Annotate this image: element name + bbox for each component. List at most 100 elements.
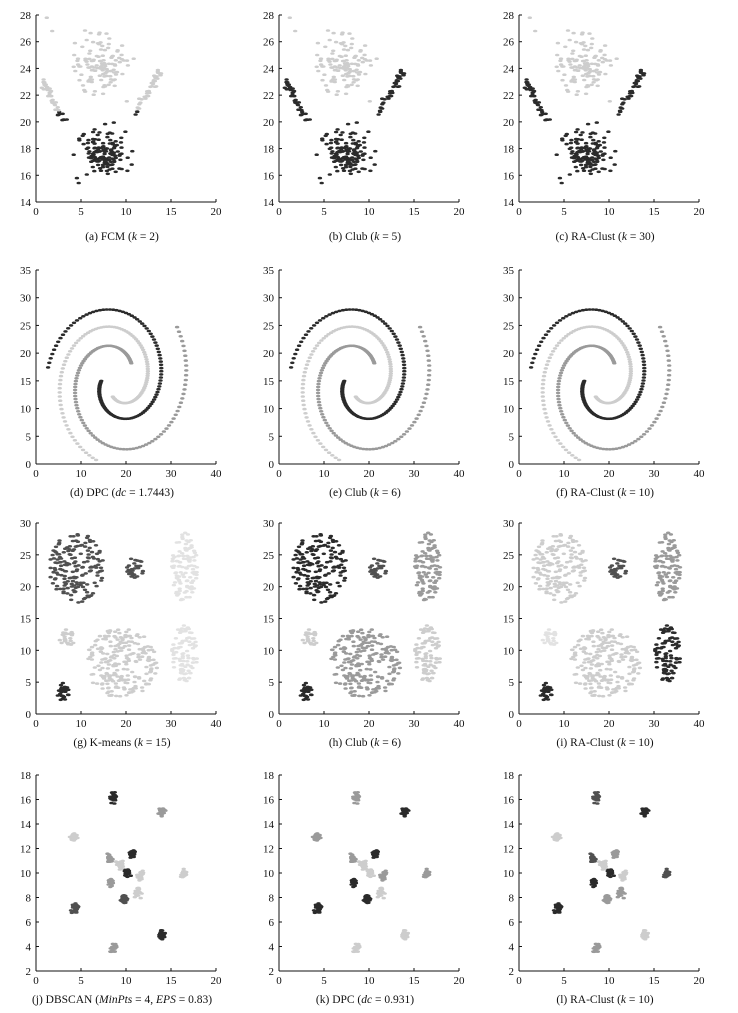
data-point [347, 71, 352, 74]
data-point [186, 656, 191, 660]
data-point [302, 641, 307, 645]
data-point [591, 69, 596, 73]
data-point [332, 645, 338, 649]
data-point [536, 577, 541, 580]
data-point [45, 366, 51, 369]
data-point [111, 151, 117, 154]
data-point [355, 71, 360, 74]
data-point [628, 369, 634, 373]
data-point [426, 571, 431, 575]
data-point [55, 553, 60, 556]
data-point [93, 544, 99, 547]
y-tick-label: 15 [20, 376, 32, 388]
data-point [606, 635, 611, 639]
data-point [608, 570, 613, 573]
data-point [314, 321, 320, 325]
data-point [394, 398, 400, 401]
data-point [319, 181, 324, 185]
data-point [300, 561, 305, 564]
data-point [91, 557, 97, 560]
data-point [74, 576, 79, 579]
data-point [545, 118, 550, 121]
data-point [375, 567, 380, 570]
data-point [64, 356, 70, 360]
data-point [139, 686, 145, 689]
data-point [569, 429, 574, 433]
data-point [118, 636, 124, 639]
data-point [617, 660, 622, 664]
data-point [91, 153, 96, 156]
data-point [180, 552, 185, 555]
data-point [146, 329, 151, 333]
data-point [590, 142, 595, 145]
data-point [303, 681, 309, 685]
data-point [348, 135, 353, 139]
data-point [657, 592, 662, 595]
data-point [345, 61, 350, 65]
data-point [622, 686, 628, 689]
data-point [357, 694, 362, 698]
data-point [663, 573, 668, 576]
data-point [96, 147, 101, 151]
data-point [94, 64, 99, 67]
data-point [580, 150, 585, 153]
data-point [572, 658, 578, 661]
data-point [144, 665, 149, 669]
data-point [429, 564, 435, 568]
data-point [556, 539, 562, 542]
data-point [105, 135, 110, 139]
data-point [396, 672, 401, 675]
data-point [154, 85, 159, 88]
data-point [115, 668, 120, 672]
x-tick-label: 15 [166, 975, 178, 987]
data-point [636, 395, 641, 399]
data-point [426, 373, 432, 377]
data-point [533, 29, 538, 33]
data-point [141, 650, 146, 653]
data-point [300, 395, 305, 398]
data-point [569, 556, 574, 560]
data-point [666, 566, 672, 569]
data-point [300, 555, 306, 559]
x-tick-label: 30 [166, 468, 178, 480]
data-point [173, 413, 178, 417]
data-point [607, 656, 613, 660]
x-tick-label: 40 [454, 468, 466, 480]
data-point [423, 652, 428, 656]
data-point [287, 87, 292, 90]
data-point [568, 63, 573, 66]
data-point [617, 564, 622, 568]
data-point [436, 644, 441, 647]
data-point [107, 882, 113, 886]
data-point [635, 74, 640, 77]
data-point [78, 583, 84, 587]
data-point [321, 552, 326, 556]
data-point [92, 90, 98, 93]
y-tick-label: 0 [509, 709, 515, 721]
data-point [414, 643, 419, 646]
data-point [663, 565, 668, 569]
data-point [98, 650, 104, 653]
data-point [183, 542, 189, 546]
data-point [427, 649, 433, 653]
data-point [561, 552, 566, 556]
data-point [364, 447, 369, 451]
data-point [89, 160, 94, 163]
data-point [355, 657, 360, 660]
data-point [303, 112, 308, 116]
data-point [122, 660, 127, 664]
data-point [362, 58, 368, 61]
data-point [638, 71, 644, 74]
data-point [378, 575, 383, 578]
data-point [659, 554, 665, 558]
data-point [333, 456, 338, 460]
data-point [367, 630, 372, 634]
data-point [156, 435, 161, 439]
data-point [570, 569, 576, 573]
data-point [398, 347, 403, 351]
data-point [578, 647, 584, 651]
data-point [547, 424, 552, 427]
data-point [415, 581, 421, 584]
data-point [316, 382, 321, 386]
